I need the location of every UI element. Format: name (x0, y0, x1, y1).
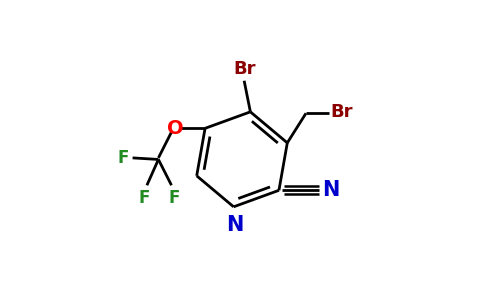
Text: N: N (322, 180, 339, 200)
Text: N: N (227, 214, 244, 235)
Text: O: O (167, 119, 184, 138)
Text: Br: Br (233, 60, 256, 78)
Text: F: F (139, 189, 150, 207)
Text: F: F (118, 149, 129, 167)
Text: F: F (168, 189, 180, 207)
Text: Br: Br (331, 103, 353, 121)
